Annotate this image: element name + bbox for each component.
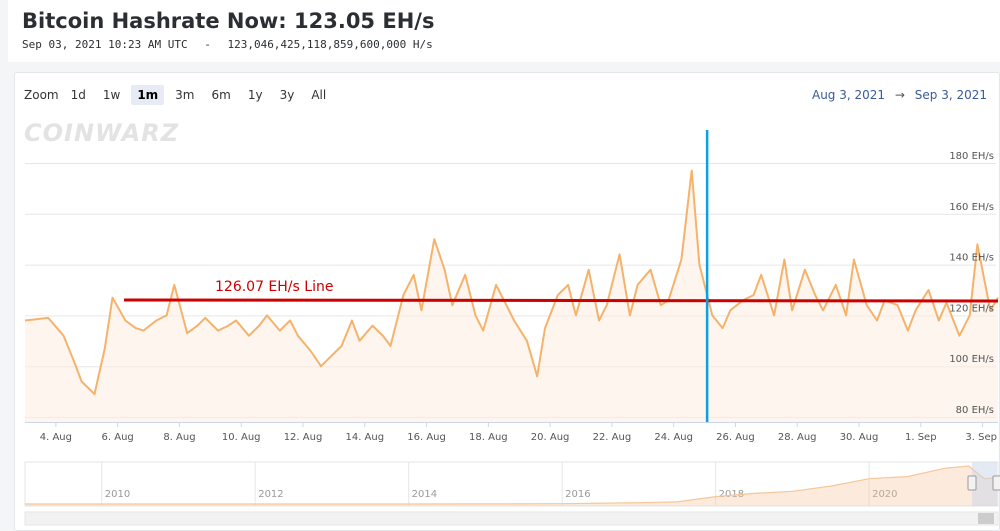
- zoom-button-1w[interactable]: 1w: [102, 88, 121, 102]
- navigator-label-2010: 2010: [105, 489, 130, 500]
- x-tick-label-0: 4. Aug: [40, 432, 72, 443]
- timestamp: Sep 03, 2021 10:23 AM UTC: [22, 38, 188, 51]
- y-tick-label-100: 100 EH/s: [949, 354, 994, 365]
- zoom-button-6m[interactable]: 6m: [211, 88, 231, 102]
- range-arrow: →: [894, 88, 905, 102]
- navigator-area: [25, 466, 998, 506]
- x-tick-label-6: 16. Aug: [407, 432, 446, 443]
- separator: -: [204, 38, 211, 51]
- navigator-line: [25, 465, 999, 505]
- scrollbar-track: [24, 511, 999, 526]
- series-area-fill: [25, 170, 998, 422]
- x-tick-label-7: 18. Aug: [469, 432, 508, 443]
- navigator-label-2012: 2012: [258, 489, 283, 500]
- navigator-handle-0[interactable]: [967, 475, 977, 491]
- x-tick-label-14: 1. Sep: [905, 432, 937, 443]
- coinwarz-watermark: COINWARZ: [24, 119, 179, 147]
- navigator-label-2014: 2014: [412, 489, 437, 500]
- zoom-button-1d[interactable]: 1d: [70, 88, 86, 102]
- hashrate-full-value: 123,046,425,118,859,600,000 H/s: [227, 38, 433, 51]
- x-tick-label-3: 10. Aug: [222, 432, 261, 443]
- x-tick-label-8: 20. Aug: [531, 432, 570, 443]
- zoom-bar: Zoom 1d 1w 1m 3m 6m 1y 3y All: [24, 85, 337, 105]
- x-axis: 4. Aug 6. Aug 8. Aug 10. Aug 12. Aug 14. Aug 1…: [25, 422, 998, 443]
- x-tick-label-9: 22. Aug: [593, 432, 632, 443]
- x-tick-label-12: 28. Aug: [778, 432, 817, 443]
- zoom-button-3y[interactable]: 3y: [279, 88, 295, 102]
- x-tick-label-13: 30. Aug: [840, 432, 879, 443]
- y-tick-label-140: 140 EH/s: [949, 253, 994, 264]
- y-tick-label-80: 80 EH/s: [956, 405, 994, 416]
- zoom-button-3m[interactable]: 3m: [175, 88, 195, 102]
- zoom-button-all[interactable]: All: [311, 88, 327, 102]
- x-tick-label-15: 3. Sep: [965, 432, 997, 443]
- y-axis: 80 EH/s 100 EH/s 120 EH/s 140 EH/s 160 EH/s 1…: [949, 151, 994, 416]
- navigator-label-2016: 2016: [565, 489, 590, 500]
- reference-line-label: 126.07 EH/s Line: [215, 279, 333, 295]
- x-tick-label-5: 14. Aug: [345, 432, 384, 443]
- zoom-label: Zoom: [24, 88, 59, 102]
- page-title: Bitcoin Hashrate Now: 123.05 EH/s: [22, 9, 435, 33]
- x-tick-label-4: 12. Aug: [284, 432, 323, 443]
- date-range: Aug 3, 2021 → Sep 3, 2021: [809, 88, 990, 102]
- y-tick-label-120: 120 EH/s: [949, 303, 994, 314]
- annotations: 126.07 EH/s Line: [123, 130, 999, 422]
- y-tick-label-160: 160 EH/s: [949, 202, 994, 213]
- navigator-label-2018: 2018: [719, 489, 744, 500]
- zoom-button-1m[interactable]: 1m: [131, 85, 165, 105]
- hashrate-subtitle: Sep 03, 2021 10:23 AM UTC - 123,046,425,…: [22, 38, 443, 51]
- x-tick-label-2: 8. Aug: [163, 432, 195, 443]
- x-tick-label-1: 6. Aug: [102, 432, 134, 443]
- navigator-handle-1[interactable]: [992, 475, 1000, 491]
- reference-line: [123, 298, 999, 303]
- date-range-to[interactable]: Sep 3, 2021: [914, 88, 987, 102]
- navigator-label-2020: 2020: [872, 489, 897, 500]
- navigator[interactable]: 2010 2012 2014 2016 2018 2020: [24, 461, 1000, 526]
- y-tick-label-180: 180 EH/s: [949, 151, 994, 162]
- header-panel: Bitcoin Hashrate Now: 123.05 EH/s Sep 03…: [8, 0, 1000, 62]
- series-area: [25, 170, 998, 422]
- date-range-from[interactable]: Aug 3, 2021: [811, 88, 886, 102]
- zoom-button-1y[interactable]: 1y: [247, 88, 263, 102]
- x-tick-label-10: 24. Aug: [654, 432, 693, 443]
- x-tick-label-11: 26. Aug: [716, 432, 755, 443]
- scrollbar-thumb[interactable]: [978, 513, 994, 524]
